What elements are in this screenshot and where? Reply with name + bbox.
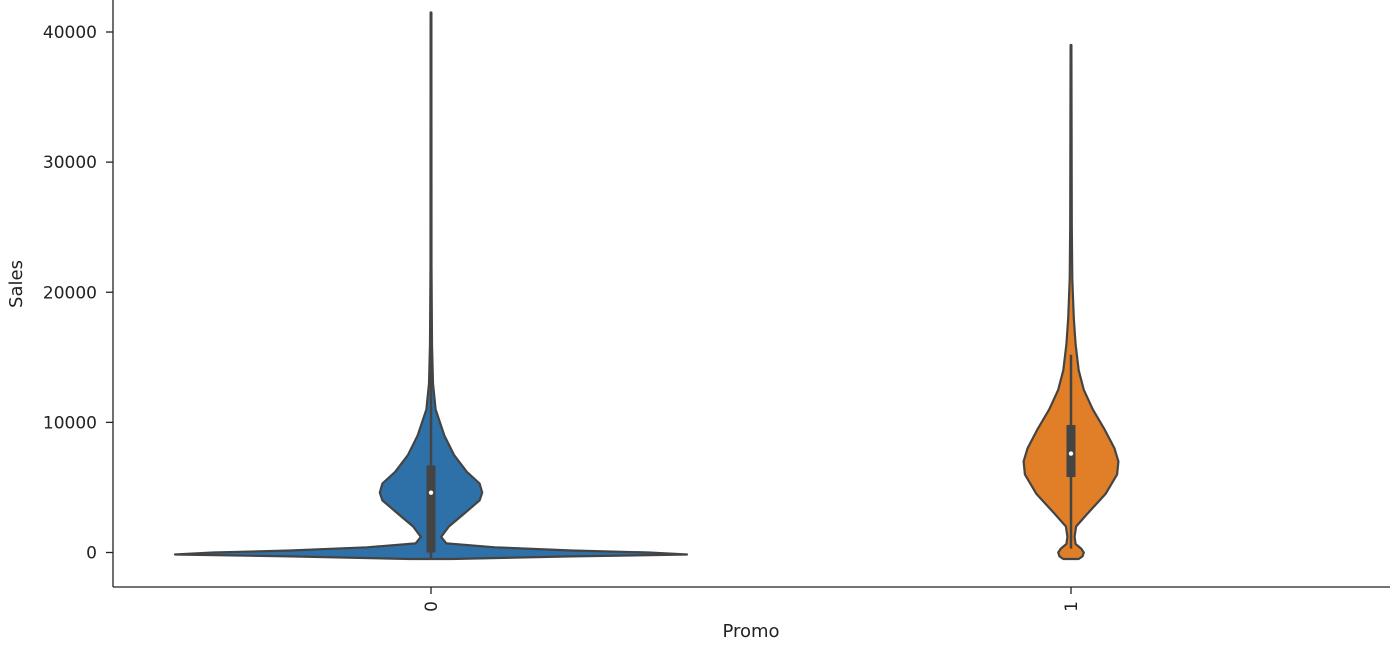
- median-marker-1: [1068, 451, 1074, 456]
- x-axis-label: Promo: [722, 621, 779, 642]
- x-tick-label-0: 0: [422, 601, 442, 612]
- y-tick-label: 30000: [43, 153, 97, 173]
- x-tick-label-1: 1: [1062, 601, 1082, 612]
- axes: [112, 0, 1390, 588]
- ticks: 0 10000 20000 30000 40000 0 1: [43, 23, 1082, 612]
- iqr-box-1: [1066, 424, 1076, 478]
- violin-body-1: [1022, 43, 1120, 561]
- y-axis-label: Sales: [6, 260, 27, 308]
- violin-body-0: [173, 11, 689, 561]
- iqr-box-0: [426, 465, 436, 553]
- plot-area: [173, 11, 1120, 561]
- median-marker-0: [428, 490, 434, 495]
- y-tick-label: 40000: [43, 23, 97, 43]
- y-tick-label: 20000: [43, 283, 97, 303]
- y-tick-label: 0: [86, 544, 97, 564]
- y-tick-label: 10000: [43, 413, 97, 433]
